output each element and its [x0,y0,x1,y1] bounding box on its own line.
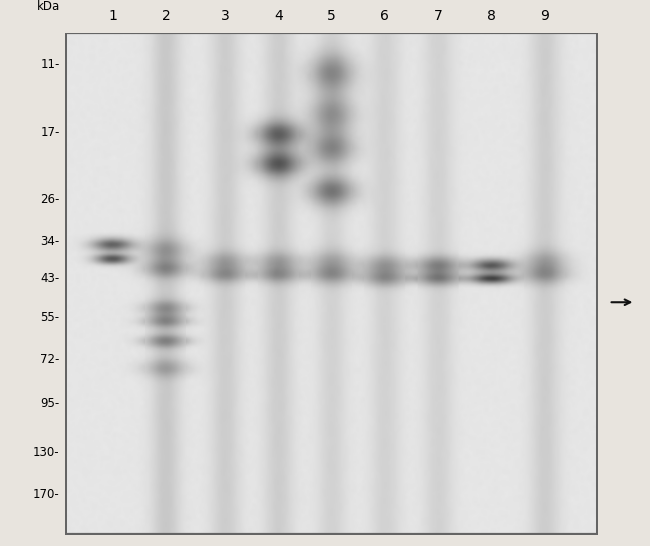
Text: 95-: 95- [40,396,60,410]
Text: 1: 1 [109,9,118,23]
Text: 72-: 72- [40,353,60,366]
Text: 6: 6 [380,9,389,23]
Text: 3: 3 [220,9,229,23]
Text: 130-: 130- [33,446,60,459]
Text: 170-: 170- [33,488,60,501]
Text: 34-: 34- [40,235,60,248]
Text: 11-: 11- [40,58,60,71]
Text: 55-: 55- [40,311,60,324]
Text: 4: 4 [274,9,283,23]
Text: 5: 5 [327,9,336,23]
Text: 2: 2 [162,9,171,23]
Text: 9: 9 [540,9,549,23]
Text: 7: 7 [434,9,443,23]
Text: 17-: 17- [40,126,60,139]
Text: 26-: 26- [40,193,60,206]
Text: 43-: 43- [40,272,60,285]
Text: kDa: kDa [36,0,60,13]
Text: 8: 8 [487,9,496,23]
